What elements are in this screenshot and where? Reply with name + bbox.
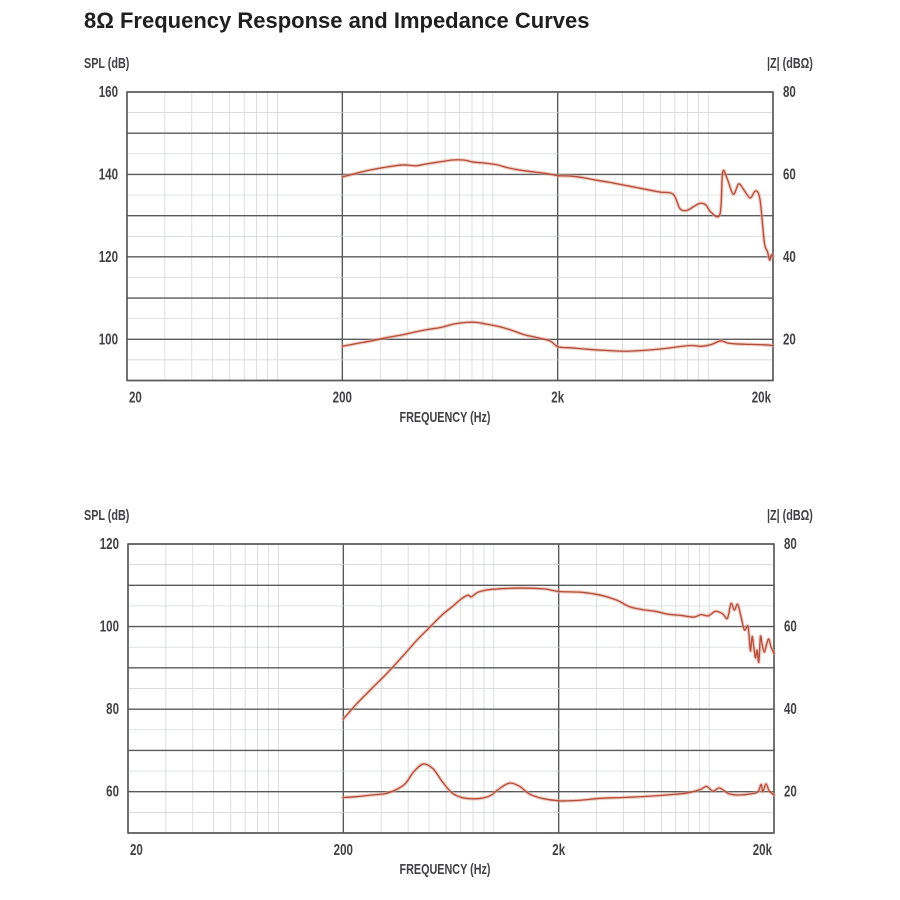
svg-text:140: 140 bbox=[99, 164, 118, 182]
svg-text:80: 80 bbox=[783, 82, 796, 100]
svg-text:120: 120 bbox=[99, 247, 118, 265]
svg-text:100: 100 bbox=[100, 617, 119, 635]
svg-text:80: 80 bbox=[784, 534, 797, 552]
svg-text:20: 20 bbox=[784, 782, 797, 800]
svg-text:20: 20 bbox=[129, 388, 142, 406]
svg-text:20: 20 bbox=[130, 840, 143, 858]
svg-text:2k: 2k bbox=[552, 840, 565, 858]
svg-text:120: 120 bbox=[100, 534, 119, 552]
svg-text:20: 20 bbox=[783, 329, 796, 347]
svg-text:20k: 20k bbox=[752, 388, 771, 406]
svg-text:60: 60 bbox=[784, 617, 797, 635]
svg-text:80: 80 bbox=[106, 699, 119, 717]
svg-text:60: 60 bbox=[783, 164, 796, 182]
svg-text:160: 160 bbox=[99, 82, 118, 100]
svg-text:60: 60 bbox=[106, 782, 119, 800]
svg-text:40: 40 bbox=[784, 699, 797, 717]
svg-text:200: 200 bbox=[333, 388, 352, 406]
svg-text:200: 200 bbox=[334, 840, 353, 858]
svg-text:2k: 2k bbox=[551, 388, 564, 406]
svg-text:40: 40 bbox=[783, 247, 796, 265]
svg-text:20k: 20k bbox=[753, 840, 772, 858]
svg-text:100: 100 bbox=[99, 329, 118, 347]
